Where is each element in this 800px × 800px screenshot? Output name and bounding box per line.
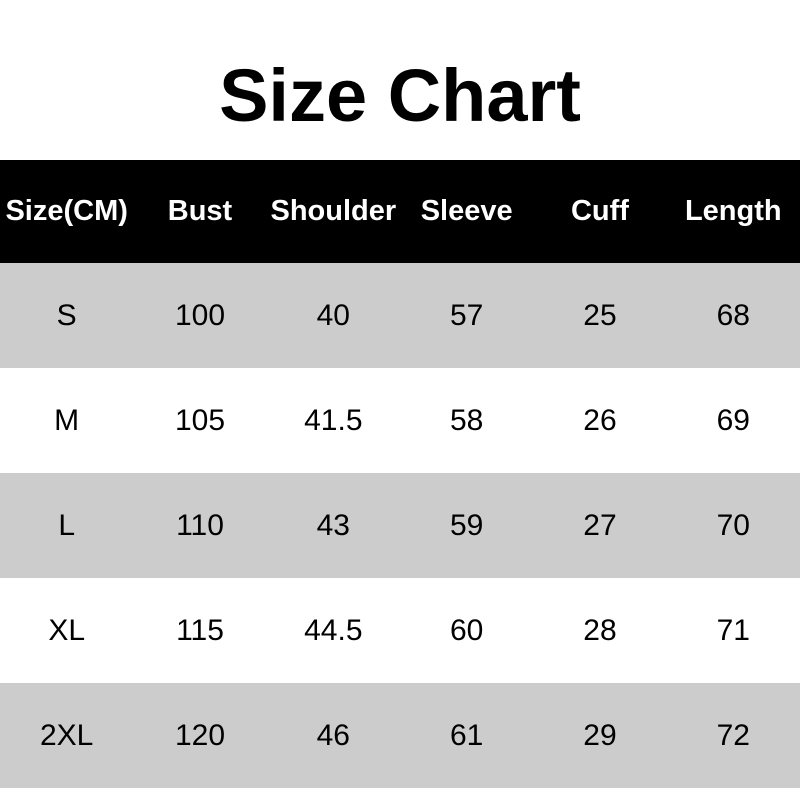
size-label-cell: L [58,508,75,542]
measurement-cell: 46 [316,718,350,752]
size-label-cell: 2XL [39,718,94,752]
measurement-cell: 72 [716,718,750,752]
measurement-cell: 60 [449,613,484,647]
table-row: L 110 43 59 27 70 [0,473,800,578]
measurement-cell: 57 [449,298,484,332]
table-row: XL 115 44.5 60 28 71 [0,578,800,683]
measurement-cell: 115 [176,613,224,647]
measurement-cell: 110 [176,508,224,542]
header-cell: Bust [167,195,233,227]
measurement-cell: 59 [449,508,484,542]
table-row: S 100 40 57 25 68 [0,263,800,368]
size-table: Size(CM) Bust Shoulder Sleeve Cuff Length S 10… [0,160,800,788]
size-label-cell: M [54,403,80,437]
measurement-cell: 41.5 [304,403,363,437]
table-header-row: Size(CM) Bust Shoulder Sleeve Cuff Length [0,160,800,263]
measurement-cell: 100 [174,298,226,332]
measurement-cell: 58 [449,403,484,437]
measurement-cell: 120 [174,718,226,752]
measurement-cell: 27 [583,508,617,542]
measurement-cell: 44.5 [304,613,363,647]
measurement-cell: 105 [174,403,226,437]
measurement-cell: 61 [449,718,484,752]
header-cell: Size(CM) [5,195,128,227]
measurement-cell: 71 [716,613,750,647]
header-cell: Sleeve [420,195,513,227]
size-label-cell: XL [48,613,86,647]
header-cell: Length [684,195,782,227]
header-cell: Cuff [570,195,629,227]
page-title: Size Chart [219,53,581,137]
table-row: 2XL 120 46 61 29 72 [0,683,800,788]
measurement-cell: 29 [583,718,617,752]
header-cell: Shoulder [270,195,397,227]
table-body: S 100 40 57 25 68 M 105 41.5 58 26 69 L 110 43 59 27 70 XL… [0,263,800,788]
measurement-cell: 68 [716,298,750,332]
measurement-cell: 40 [316,298,350,332]
measurement-cell: 70 [716,508,750,542]
size-label-cell: S [56,298,77,332]
measurement-cell: 43 [316,508,350,542]
measurement-cell: 25 [583,298,617,332]
measurement-cell: 28 [583,613,617,647]
table-row: M 105 41.5 58 26 69 [0,368,800,473]
measurement-cell: 69 [716,403,750,437]
measurement-cell: 26 [583,403,617,437]
